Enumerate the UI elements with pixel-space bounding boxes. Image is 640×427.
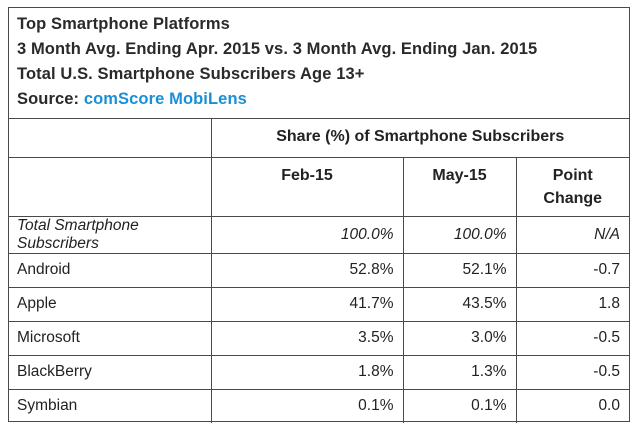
table-row-microsoft: Microsoft 3.5% 3.0% -0.5: [9, 320, 629, 356]
row-label: Total Smartphone Subscribers: [9, 215, 212, 254]
row-label: Apple: [9, 286, 212, 322]
row-label: Microsoft: [9, 320, 212, 356]
cell-may15: 100.0%: [402, 215, 517, 254]
cell-point-change: N/A: [515, 215, 629, 254]
cell-may15: 3.0%: [402, 320, 517, 356]
table-group-header-row: Share (%) of Smartphone Subscribers: [9, 118, 629, 158]
column-header-point-change-text: Point Change: [543, 166, 603, 207]
chart-source: Source: comScore MobiLens: [17, 87, 629, 112]
cell-may15: 1.3%: [402, 354, 517, 390]
share-group-header: Share (%) of Smartphone Subscribers: [210, 118, 629, 158]
row-label: Android: [9, 252, 212, 288]
table-row-android: Android 52.8% 52.1% -0.7: [9, 252, 629, 288]
cell-feb15: 52.8%: [210, 252, 404, 288]
table-row-symbian: Symbian 0.1% 0.1% 0.0: [9, 388, 629, 423]
chart-title: Top Smartphone Platforms: [17, 15, 230, 33]
chart-subtitle-period: 3 Month Avg. Ending Apr. 2015 vs. 3 Mont…: [17, 40, 538, 58]
cell-point-change: 1.8: [515, 286, 629, 322]
cell-may15: 0.1%: [402, 388, 517, 423]
column-header-feb15: Feb-15: [210, 156, 404, 217]
cell-may15: 43.5%: [402, 286, 517, 322]
cell-point-change: -0.5: [515, 320, 629, 356]
row-label: BlackBerry: [9, 354, 212, 390]
row-label: Symbian: [9, 388, 212, 423]
chart-header: Top Smartphone Platforms 3 Month Avg. En…: [9, 8, 629, 119]
column-header-point-change: Point Change: [515, 156, 629, 217]
cell-feb15: 0.1%: [210, 388, 404, 423]
table-row-blackberry: BlackBerry 1.8% 1.3% -0.5: [9, 354, 629, 390]
cell-point-change: 0.0: [515, 388, 629, 423]
cell-feb15: 41.7%: [210, 286, 404, 322]
source-label: Source:: [17, 90, 84, 108]
cell-point-change: -0.5: [515, 354, 629, 390]
table-corner-cell-2: [9, 156, 212, 217]
chart-frame: Top Smartphone Platforms 3 Month Avg. En…: [8, 7, 630, 423]
cell-point-change: -0.7: [515, 252, 629, 288]
cell-feb15: 3.5%: [210, 320, 404, 356]
cell-feb15: 1.8%: [210, 354, 404, 390]
cell-may15: 52.1%: [402, 252, 517, 288]
column-header-may15: May-15: [402, 156, 517, 217]
chart-subtitle-population: Total U.S. Smartphone Subscribers Age 13…: [17, 65, 365, 83]
platform-share-table: Share (%) of Smartphone Subscribers Feb-…: [9, 118, 629, 423]
source-name: comScore MobiLens: [83, 90, 247, 108]
table-row-total: Total Smartphone Subscribers 100.0% 100.…: [9, 215, 629, 254]
table-row-apple: Apple 41.7% 43.5% 1.8: [9, 286, 629, 322]
table-corner-cell: [9, 118, 212, 158]
cell-feb15: 100.0%: [210, 215, 404, 254]
table-column-header-row: Feb-15 May-15 Point Change: [9, 156, 629, 217]
